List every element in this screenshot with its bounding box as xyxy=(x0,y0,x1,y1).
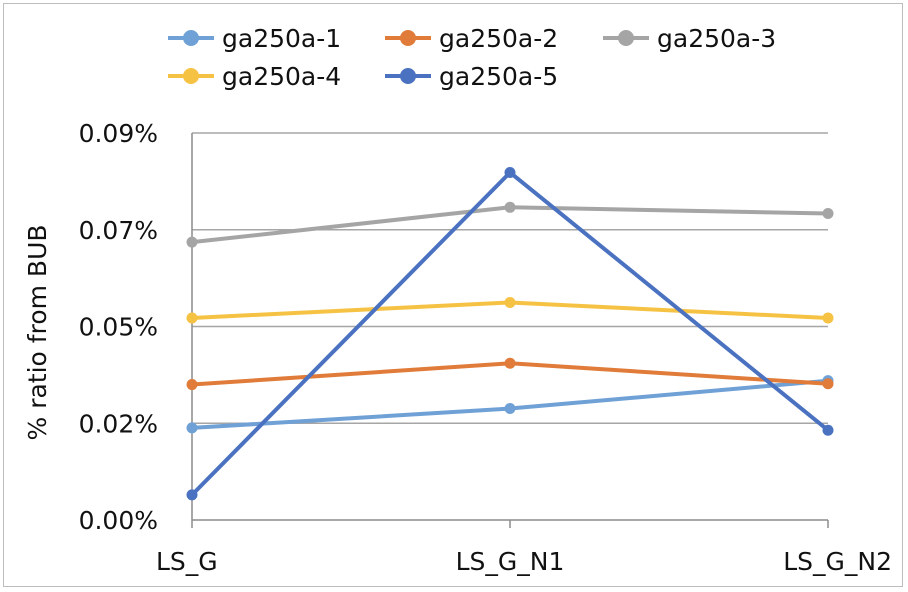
legend-label: ga250a-3 xyxy=(657,24,776,53)
legend: ga250a-1 ga250a-2 ga250a-3 ga250a-4 ga250a-5 xyxy=(168,24,776,91)
legend-item: ga250a-5 xyxy=(385,62,558,91)
legend-marker xyxy=(183,30,199,46)
series-line xyxy=(190,170,830,497)
data-point xyxy=(822,424,834,436)
y-tick-label: 0.00% xyxy=(79,506,158,535)
series-ga250a-2 xyxy=(186,357,834,391)
legend-label: ga250a-5 xyxy=(439,62,558,91)
legend-item: ga250a-4 xyxy=(168,62,341,91)
data-point xyxy=(822,207,834,219)
y-tick-label: 0.05% xyxy=(79,313,158,342)
chart-frame xyxy=(3,3,903,587)
legend-item: ga250a-1 xyxy=(168,24,341,53)
series-ga250a-1 xyxy=(186,375,834,434)
legend-label: ga250a-4 xyxy=(222,62,341,91)
x-tick-label: LS_G xyxy=(156,547,218,576)
legend-item: ga250a-3 xyxy=(603,24,776,53)
data-point xyxy=(504,357,516,369)
legend-label: ga250a-2 xyxy=(439,24,558,53)
data-point xyxy=(186,312,198,324)
y-axis-label: % ratio from BUB xyxy=(23,224,52,440)
data-point xyxy=(504,297,516,309)
data-point xyxy=(186,489,198,501)
data-point xyxy=(186,422,198,434)
legend-label: ga250a-1 xyxy=(222,24,341,53)
data-point xyxy=(186,236,198,248)
y-tick-label: 0.02% xyxy=(79,409,158,438)
legend-item: ga250a-2 xyxy=(385,24,558,53)
data-point xyxy=(504,403,516,415)
data-point xyxy=(822,312,834,324)
legend-marker xyxy=(618,30,634,46)
y-tick-labels: 0.00% 0.02% 0.05% 0.07% 0.09% xyxy=(79,119,158,535)
series-ga250a-4 xyxy=(186,297,834,324)
x-tick-label: LS_G_N1 xyxy=(456,547,565,576)
data-point xyxy=(186,379,198,391)
y-tick-label: 0.07% xyxy=(79,216,158,245)
legend-marker xyxy=(400,30,416,46)
x-tick-label: LS_G_N2 xyxy=(783,547,892,576)
y-tick-label: 0.09% xyxy=(79,119,158,148)
series-ga250a-3 xyxy=(186,201,834,248)
legend-marker xyxy=(400,68,416,84)
data-point xyxy=(822,378,834,390)
data-point xyxy=(504,166,516,178)
series-layer xyxy=(186,166,834,501)
axes xyxy=(191,133,829,528)
data-point xyxy=(504,201,516,213)
x-tick-labels: LS_G LS_G_N1 LS_G_N2 xyxy=(156,547,892,576)
series-ga250a-5 xyxy=(186,166,834,501)
legend-marker xyxy=(183,68,199,84)
